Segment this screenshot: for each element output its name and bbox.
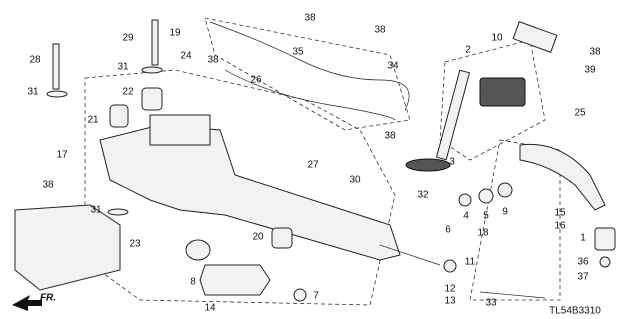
callout: 20 <box>252 232 264 243</box>
callout: 38 <box>42 180 54 191</box>
cover <box>512 21 558 53</box>
callout: 21 <box>87 115 99 126</box>
callout: 12 <box>444 284 456 295</box>
mount-cushion <box>109 104 129 128</box>
boot-small <box>594 227 616 251</box>
gearbox-housing <box>99 124 401 261</box>
pipe <box>209 21 410 111</box>
pipe-group-outline <box>204 17 411 131</box>
pipe <box>224 69 396 121</box>
spring <box>458 193 472 207</box>
motor <box>149 114 211 146</box>
callout: 10 <box>491 33 503 44</box>
mount-cushion <box>141 87 163 111</box>
callout: 31 <box>27 87 39 98</box>
callout: 34 <box>387 61 399 72</box>
callout: 38 <box>589 47 601 58</box>
front-label: FR. <box>40 293 56 304</box>
callout: 28 <box>29 55 41 66</box>
bolt <box>52 43 60 90</box>
nut <box>599 256 611 268</box>
callout: 38 <box>374 25 386 36</box>
callout: 37 <box>577 272 589 283</box>
tie-rod <box>479 291 546 299</box>
callout: 30 <box>349 175 361 186</box>
callout: 35 <box>292 47 304 58</box>
valve-group-outline <box>439 39 546 161</box>
callout: 1 <box>580 233 586 244</box>
callout: 29 <box>122 33 134 44</box>
washer <box>443 259 457 273</box>
washer <box>107 208 129 216</box>
callout: 38 <box>304 13 316 24</box>
callout: 33 <box>485 298 497 309</box>
callout: 31 <box>90 205 102 216</box>
rack-group-outline <box>84 69 396 306</box>
bolt <box>151 19 159 66</box>
callout: 5 <box>483 211 489 222</box>
callout: 8 <box>190 277 196 288</box>
boot <box>199 264 271 296</box>
callout: 25 <box>574 108 586 119</box>
callout: 15 <box>554 208 566 219</box>
callout: 16 <box>554 221 566 232</box>
callout: 38 <box>384 131 396 142</box>
callout: 36 <box>577 257 589 268</box>
callout: 22 <box>122 87 134 98</box>
front-arrow <box>12 295 42 311</box>
callout: 26 <box>250 75 262 86</box>
callout: 23 <box>129 239 141 250</box>
diagram-code: TL54B3310 <box>549 306 601 317</box>
washer <box>141 66 163 74</box>
callout: 11 <box>465 257 476 268</box>
rack-end <box>379 244 441 266</box>
callout: 24 <box>180 51 192 62</box>
callout: 17 <box>56 150 68 161</box>
callout: 14 <box>204 303 216 314</box>
callout: 2 <box>465 45 471 56</box>
callout: 31 <box>117 62 129 73</box>
heat-shield <box>14 204 121 291</box>
callout: 27 <box>307 160 319 171</box>
callout: 3 <box>449 157 455 168</box>
tie-rod-end <box>519 143 606 211</box>
pinion-shaft <box>435 69 471 161</box>
callout: 4 <box>463 211 469 222</box>
seal <box>405 158 451 172</box>
callout: 6 <box>445 225 451 236</box>
callout: 39 <box>584 65 596 76</box>
seal-ring <box>478 188 494 204</box>
callout: 38 <box>207 55 219 66</box>
mount-cushion <box>271 227 293 249</box>
washer <box>46 90 68 98</box>
clip <box>293 288 307 302</box>
callout: 32 <box>417 190 429 201</box>
nut <box>497 182 513 198</box>
sensor <box>479 77 526 107</box>
callout: 7 <box>313 291 319 302</box>
tie-rod-group-outline <box>469 139 561 301</box>
callout: 18 <box>477 228 489 239</box>
clamp <box>185 239 211 261</box>
callout: 13 <box>444 296 456 307</box>
callout: 9 <box>502 207 508 218</box>
callout: 19 <box>169 28 181 39</box>
